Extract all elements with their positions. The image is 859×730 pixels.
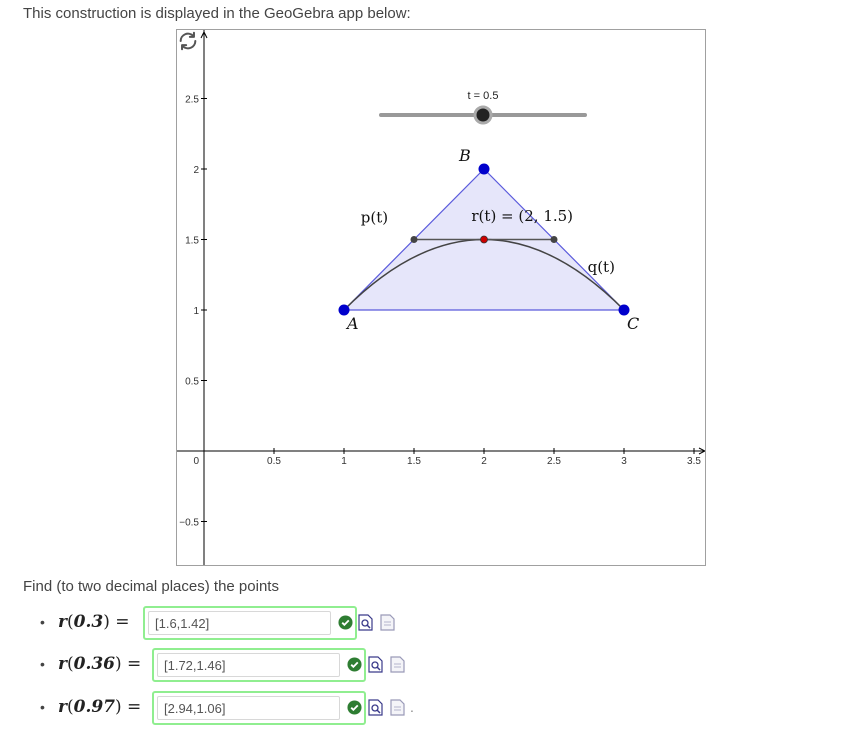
y-tick-label: 1 xyxy=(193,306,199,317)
reset-icon[interactable] xyxy=(177,30,199,52)
point-q xyxy=(550,236,558,243)
slider-label: t = 0.5 xyxy=(468,90,499,102)
vertex-b xyxy=(478,163,490,175)
y-tick-label: −0.5 xyxy=(179,518,199,529)
x-tick-label: 0.5 xyxy=(267,456,281,467)
check-icon xyxy=(338,615,353,630)
check-icon xyxy=(347,657,362,672)
slider-knob[interactable] xyxy=(473,105,493,125)
y-axis-arrow xyxy=(200,31,208,39)
x-tick-label: 2 xyxy=(481,456,487,467)
label-r: r(t) = (2, 1.5) xyxy=(471,207,573,225)
x-tick-label: 1 xyxy=(341,456,347,467)
document-icon[interactable] xyxy=(390,699,405,716)
label-c: C xyxy=(627,314,639,333)
bullet: • xyxy=(40,614,45,630)
x-tick-label: 3.5 xyxy=(687,456,701,467)
bullet: • xyxy=(40,656,45,672)
preview-document-icon[interactable] xyxy=(368,699,383,716)
bullet: • xyxy=(40,699,45,715)
answer-field-wrapper xyxy=(152,648,366,682)
answer-label: r(0.97) = xyxy=(58,697,142,717)
document-icon[interactable] xyxy=(390,656,405,673)
y-tick-label: 2 xyxy=(193,165,199,176)
preview-document-icon[interactable] xyxy=(368,656,383,673)
answer-label: r(0.3) = xyxy=(58,612,130,632)
graph-canvas[interactable]: 0.5 1 1.5 2 2.5 3 3.5 2.5 2 1.5 1 0.5 0 −0.5 A B Cp(t) q(… xyxy=(177,30,706,566)
answer-field-wrapper xyxy=(143,606,357,640)
answer-input[interactable] xyxy=(157,696,340,720)
y-tick-label: 1.5 xyxy=(185,236,199,247)
x-tick-label: 3 xyxy=(621,456,627,467)
answer-field-wrapper xyxy=(152,691,366,725)
preview-document-icon[interactable] xyxy=(358,614,373,631)
point-r xyxy=(480,235,488,244)
y-tick-label: 2.5 xyxy=(185,95,199,106)
point-p xyxy=(410,236,418,243)
intro-text: This construction is displayed in the Ge… xyxy=(23,5,411,22)
answer-label: r(0.36) = xyxy=(58,654,142,674)
y-tick-label: 0.5 xyxy=(185,377,199,388)
question-text: Find (to two decimal places) the points xyxy=(23,578,279,595)
label-p: p(t) xyxy=(361,209,388,227)
x-tick-label: 2.5 xyxy=(547,456,561,467)
label-b: B xyxy=(458,146,471,165)
label-q: q(t) xyxy=(588,258,615,276)
answer-input[interactable] xyxy=(148,611,331,635)
trailing-period: . xyxy=(410,699,414,715)
answer-input[interactable] xyxy=(157,653,340,677)
y-tick-label: 0 xyxy=(193,456,199,467)
x-tick-label: 1.5 xyxy=(407,456,421,467)
vertex-c xyxy=(618,304,630,316)
document-icon[interactable] xyxy=(380,614,395,631)
x-axis-arrow xyxy=(698,447,705,455)
vertex-a xyxy=(338,304,350,316)
check-icon xyxy=(347,700,362,715)
label-a: A xyxy=(345,314,359,333)
